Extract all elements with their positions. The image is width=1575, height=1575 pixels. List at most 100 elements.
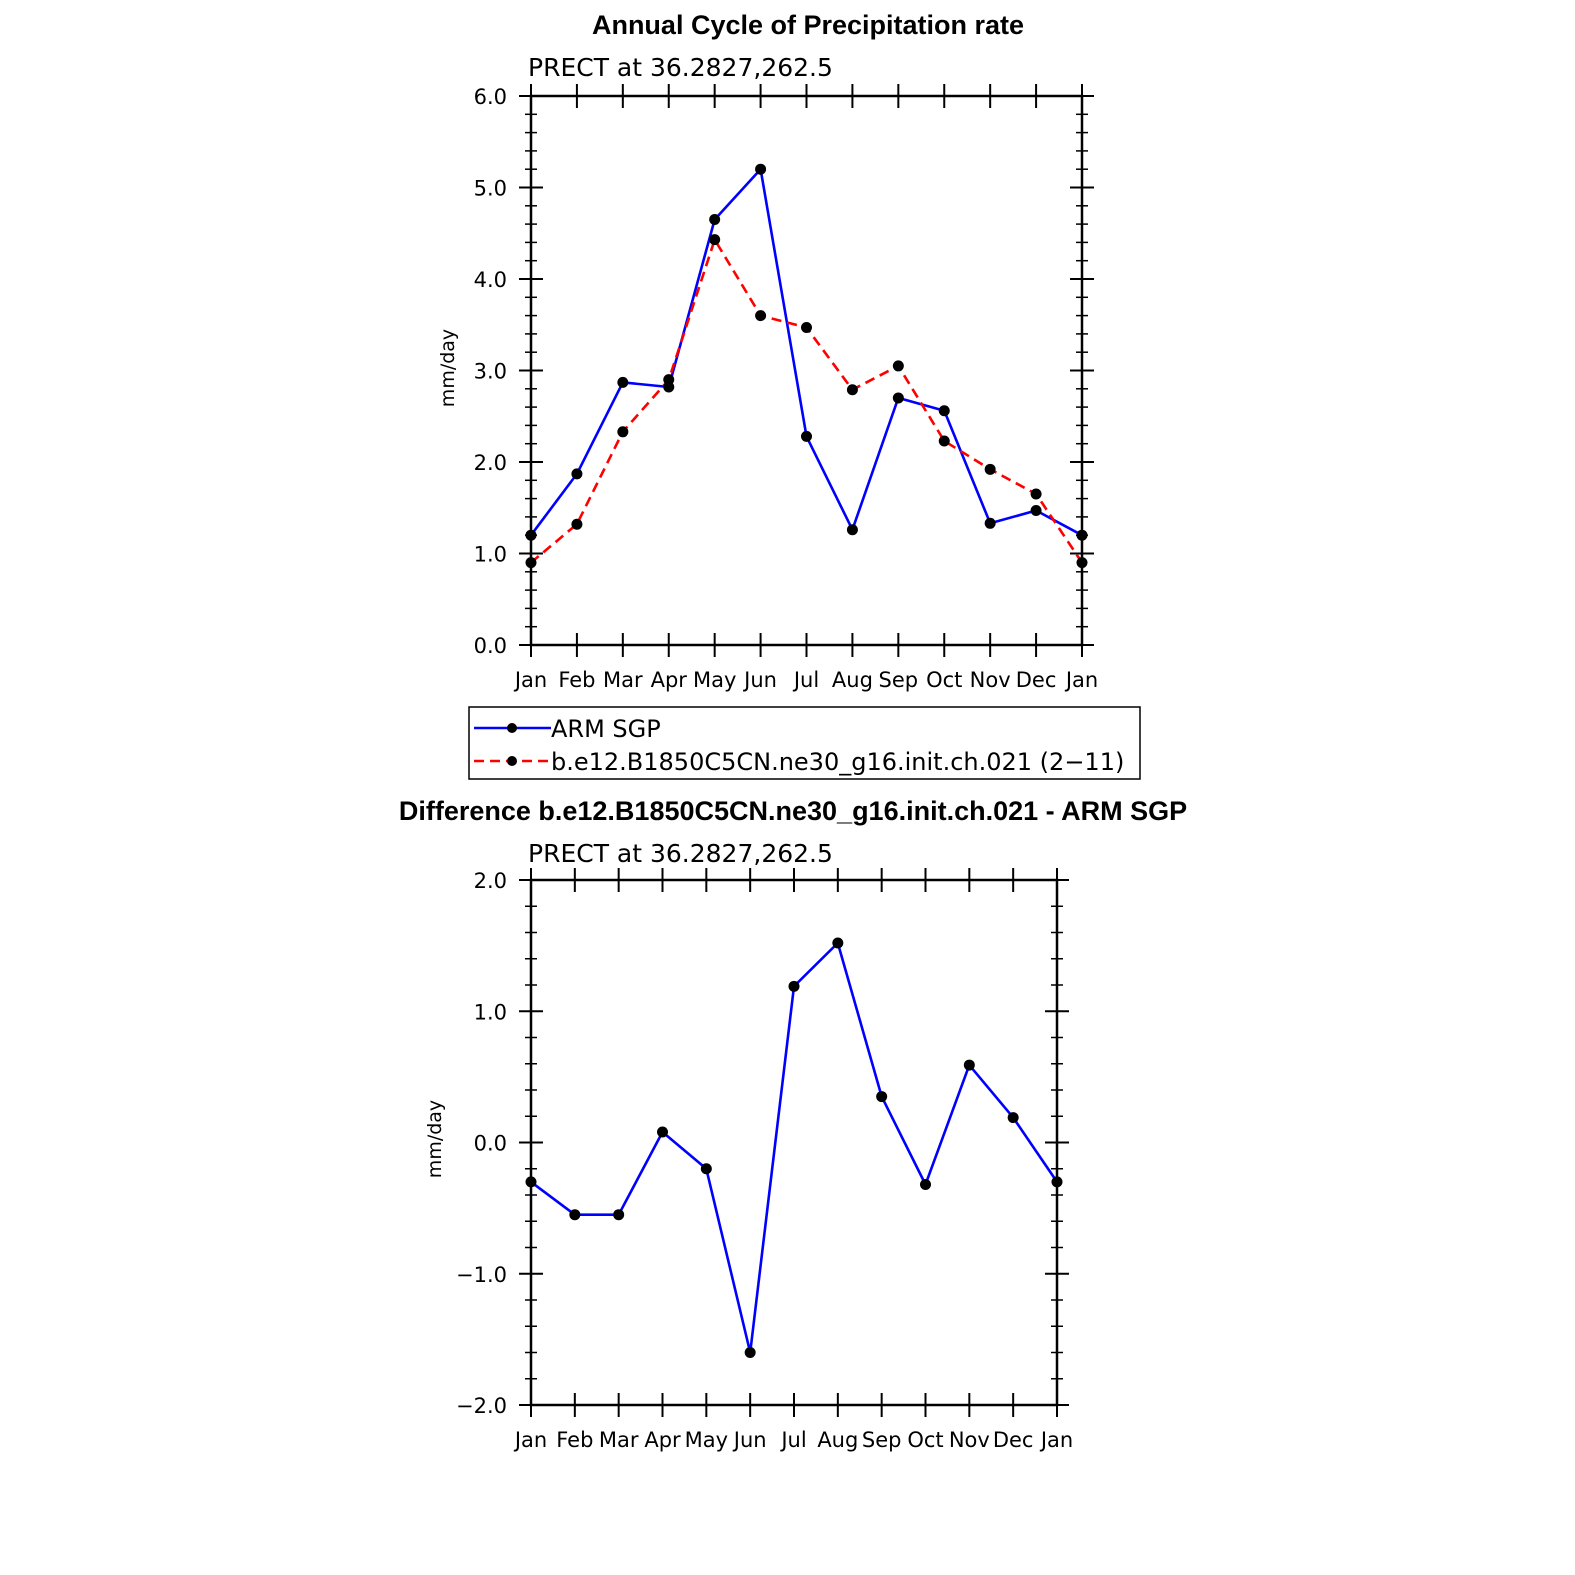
series-0-point bbox=[755, 163, 767, 175]
x-tick-label: Aug bbox=[817, 1428, 858, 1452]
series-0-point bbox=[1030, 504, 1042, 516]
x-tick-label: Jan bbox=[1039, 1428, 1073, 1452]
series-1-point bbox=[525, 557, 537, 569]
series-0-point bbox=[963, 1059, 975, 1071]
y-tick-label: 2.0 bbox=[474, 869, 507, 893]
series-0-point bbox=[617, 376, 629, 388]
x-tick-label: Nov bbox=[949, 1428, 990, 1452]
y-tick-label: 4.0 bbox=[474, 268, 507, 292]
x-tick-label: Jun bbox=[732, 1428, 767, 1452]
series-0-point bbox=[892, 392, 904, 404]
y-tick-label: −1.0 bbox=[456, 1263, 507, 1287]
x-tick-label: Jun bbox=[742, 668, 777, 692]
series-0-point bbox=[700, 1163, 712, 1175]
y-tick-label: 6.0 bbox=[474, 85, 507, 109]
y-tick-label: 0.0 bbox=[474, 634, 507, 658]
series-1-point bbox=[1076, 557, 1088, 569]
series-1-point bbox=[984, 463, 996, 475]
series-0-point bbox=[613, 1209, 625, 1221]
y-tick-label: 0.0 bbox=[474, 1132, 507, 1156]
legend-box bbox=[468, 706, 1141, 780]
y-tick-label: 2.0 bbox=[474, 451, 507, 475]
x-tick-label: Dec bbox=[993, 1428, 1034, 1452]
x-tick-label: Mar bbox=[603, 668, 643, 692]
x-tick-label: Sep bbox=[862, 1428, 902, 1452]
x-tick-label: Jul bbox=[779, 1428, 806, 1452]
series-0-point bbox=[525, 1176, 537, 1188]
axes bbox=[519, 84, 1094, 657]
series-0-point bbox=[876, 1091, 888, 1103]
legend-label-arm-sgp: ARM SGP bbox=[551, 715, 661, 743]
series-layer bbox=[525, 937, 1063, 1358]
precip-annual-cycle-chart: Annual Cycle of Precipitation rate PRECT… bbox=[437, 10, 1098, 692]
series-0-point bbox=[1007, 1112, 1019, 1124]
series-0-point bbox=[709, 214, 721, 226]
series-1-point bbox=[755, 310, 767, 322]
tick-labels: −2.0 −1.0 0.0 1.0 2.0 Jan Feb Mar Apr May Jun Jul Au… bbox=[456, 869, 1073, 1452]
x-tick-label: Dec bbox=[1016, 668, 1057, 692]
series-0-point bbox=[920, 1179, 931, 1190]
x-tick-label: Nov bbox=[970, 668, 1011, 692]
x-tick-label: Jan bbox=[513, 1428, 547, 1452]
series-0-point bbox=[569, 1209, 581, 1221]
series-0-point bbox=[984, 517, 996, 529]
series-0-point bbox=[801, 430, 812, 442]
chart-subtitle: PRECT at 36.2827,262.5 bbox=[528, 839, 833, 868]
series-1-point bbox=[663, 374, 675, 386]
chart-title: Difference b.e12.B1850C5CN.ne30_g16.init… bbox=[399, 796, 1187, 826]
legend-marker-arm-sgp bbox=[507, 723, 517, 733]
x-tick-label: Jul bbox=[792, 668, 819, 692]
legend-label-model: b.e12.B1850C5CN.ne30_g16.init.ch.021 (2−… bbox=[551, 748, 1124, 776]
y-tick-label: 3.0 bbox=[474, 360, 507, 384]
x-tick-label: Sep bbox=[879, 668, 919, 692]
axes bbox=[519, 868, 1069, 1417]
series-0-point bbox=[744, 1347, 756, 1358]
tick-labels: 0.0 1.0 2.0 3.0 4.0 5.0 6.0 Jan Feb Mar Apr May Jun J… bbox=[474, 85, 1099, 692]
series-0-point bbox=[525, 529, 537, 541]
x-tick-label: May bbox=[685, 1428, 728, 1452]
series-1-point bbox=[938, 435, 950, 447]
x-tick-label: Apr bbox=[644, 1428, 681, 1452]
series-0-point bbox=[846, 524, 858, 536]
precip-difference-chart: Difference b.e12.B1850C5CN.ne30_g16.init… bbox=[399, 796, 1187, 1452]
series-1-point bbox=[617, 426, 629, 438]
series-0-point bbox=[1051, 1176, 1063, 1188]
x-tick-label: Feb bbox=[556, 1428, 593, 1452]
x-tick-label: Mar bbox=[599, 1428, 639, 1452]
y-tick-label: 1.0 bbox=[474, 543, 507, 567]
legend: ARM SGP b.e12.B1850C5CN.ne30_g16.init.ch… bbox=[468, 706, 1141, 780]
series-line-0 bbox=[529, 167, 1083, 537]
series-0-point bbox=[1076, 529, 1088, 541]
y-tick-label: −2.0 bbox=[456, 1394, 507, 1418]
series-0-point bbox=[657, 1126, 668, 1138]
series-0-point bbox=[571, 468, 583, 480]
chart-title: Annual Cycle of Precipitation rate bbox=[592, 10, 1024, 40]
series-1-point bbox=[1030, 488, 1042, 500]
plot-frame bbox=[529, 94, 1084, 647]
x-tick-label: Apr bbox=[651, 668, 688, 692]
series-0-point bbox=[938, 405, 950, 417]
x-tick-label: Aug bbox=[832, 668, 873, 692]
chart-subtitle: PRECT at 36.2827,262.5 bbox=[528, 53, 833, 82]
x-tick-label: May bbox=[693, 668, 736, 692]
y-tick-label: 1.0 bbox=[474, 1000, 507, 1024]
series-layer bbox=[525, 163, 1088, 569]
x-tick-label: Oct bbox=[926, 668, 962, 692]
x-tick-label: Oct bbox=[907, 1428, 943, 1452]
y-axis-label: mm/day bbox=[424, 1100, 446, 1178]
y-axis-label: mm/day bbox=[437, 329, 459, 407]
series-line-0 bbox=[530, 941, 1059, 1354]
legend-marker-model bbox=[507, 756, 517, 766]
x-tick-label: Jan bbox=[1064, 668, 1098, 692]
series-0-point bbox=[832, 937, 844, 949]
series-1-point bbox=[801, 321, 812, 333]
series-1-point bbox=[892, 360, 904, 372]
series-1-point bbox=[709, 234, 721, 246]
series-0-point bbox=[788, 980, 800, 992]
x-tick-label: Jan bbox=[513, 668, 547, 692]
x-tick-label: Feb bbox=[558, 668, 595, 692]
series-1-point bbox=[571, 518, 583, 530]
y-tick-label: 5.0 bbox=[474, 177, 507, 201]
plot-frame bbox=[529, 878, 1059, 1407]
